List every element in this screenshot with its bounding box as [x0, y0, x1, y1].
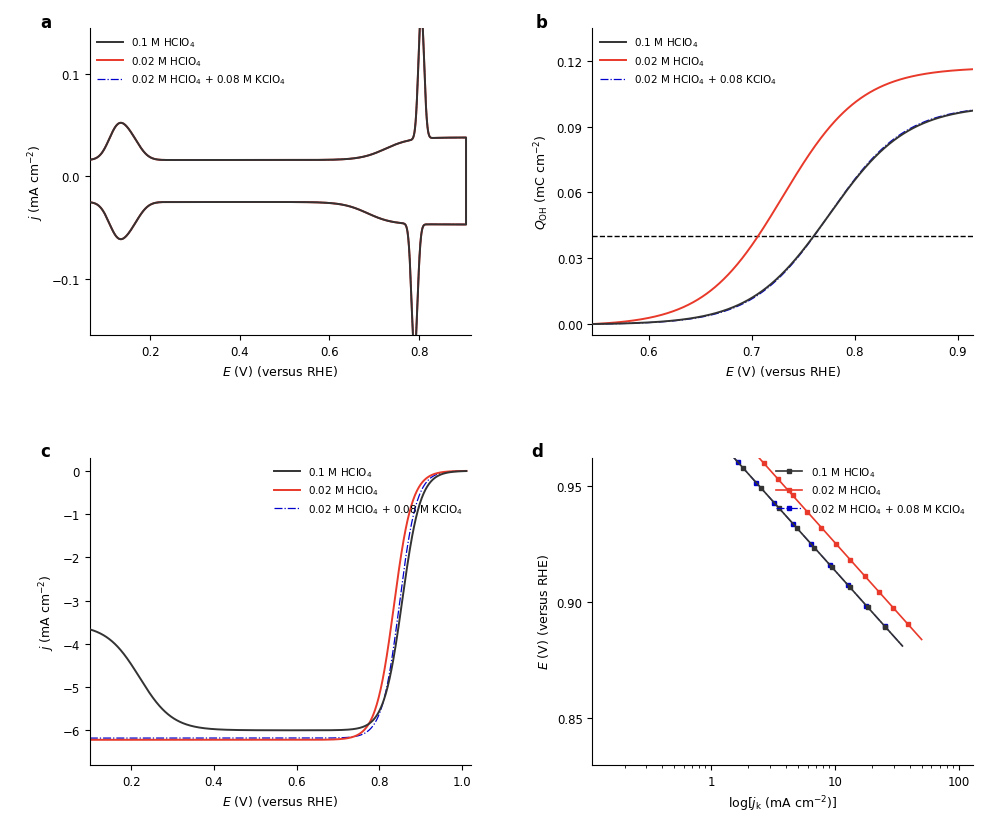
Y-axis label: $Q_\mathrm{OH}$ (mC cm$^{-2}$): $Q_\mathrm{OH}$ (mC cm$^{-2}$)	[532, 135, 551, 230]
X-axis label: log[$j_\mathrm{k}$ (mA cm$^{-2}$)]: log[$j_\mathrm{k}$ (mA cm$^{-2}$)]	[728, 793, 837, 813]
Legend: 0.1 M HClO$_4$, 0.02 M HClO$_4$, 0.02 M HClO$_4$ + 0.08 KClO$_4$: 0.1 M HClO$_4$, 0.02 M HClO$_4$, 0.02 M …	[598, 34, 779, 89]
Text: b: b	[535, 13, 547, 31]
Y-axis label: $E$ (V) (versus RHE): $E$ (V) (versus RHE)	[536, 554, 551, 670]
X-axis label: $E$ (V) (versus RHE): $E$ (V) (versus RHE)	[725, 364, 840, 379]
Text: c: c	[40, 443, 50, 461]
X-axis label: $E$ (V) (versus RHE): $E$ (V) (versus RHE)	[223, 793, 338, 808]
X-axis label: $E$ (V) (versus RHE): $E$ (V) (versus RHE)	[223, 364, 338, 379]
Y-axis label: $j$ (mA cm$^{-2}$): $j$ (mA cm$^{-2}$)	[38, 573, 57, 650]
Text: a: a	[40, 13, 52, 31]
Legend: 0.1 M HClO$_4$, 0.02 M HClO$_4$, 0.02 M HClO$_4$ + 0.08 M KClO$_4$: 0.1 M HClO$_4$, 0.02 M HClO$_4$, 0.02 M …	[774, 463, 968, 519]
Y-axis label: $j$ (mA cm$^{-2}$): $j$ (mA cm$^{-2}$)	[26, 144, 46, 221]
Legend: 0.1 M HClO$_4$, 0.02 M HClO$_4$, 0.02 M HClO$_4$ + 0.08 M KClO$_4$: 0.1 M HClO$_4$, 0.02 M HClO$_4$, 0.02 M …	[95, 34, 288, 89]
Text: d: d	[532, 443, 543, 461]
Legend: 0.1 M HClO$_4$, 0.02 M HClO$_4$, 0.02 M HClO$_4$ + 0.08 M KClO$_4$: 0.1 M HClO$_4$, 0.02 M HClO$_4$, 0.02 M …	[271, 463, 465, 519]
